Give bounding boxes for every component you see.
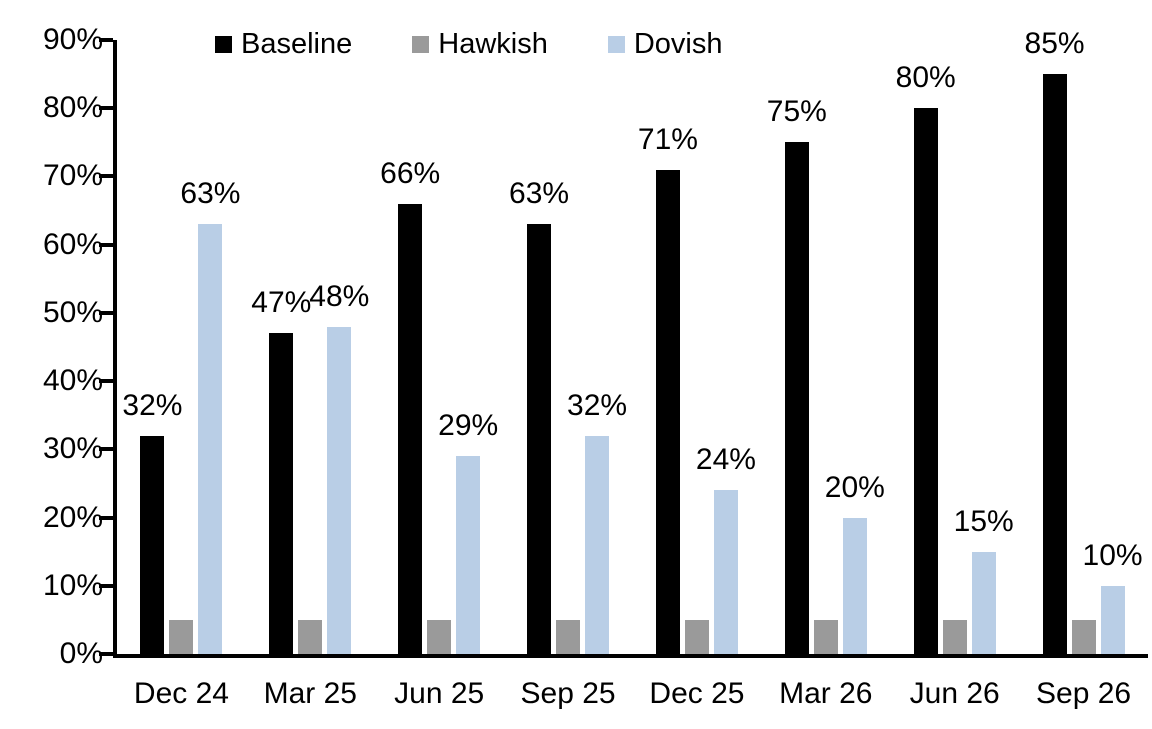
y-tick — [99, 38, 113, 42]
y-tick-label: 70% — [42, 159, 103, 193]
legend-item-baseline: Baseline — [215, 30, 352, 59]
bar-baseline-sep-25: 63% — [509, 179, 569, 654]
bar-dovish-jun-25: 29% — [438, 411, 498, 654]
bar-value-label: 75% — [766, 95, 827, 129]
y-tick-label: 90% — [42, 23, 103, 56]
y-tick — [99, 106, 113, 111]
bar-value-label: 80% — [895, 61, 956, 95]
legend-label: Baseline — [241, 28, 353, 60]
bar-group-dec-25: 71% 24% — [633, 40, 762, 654]
bar-group-sep-26: 85% 10% — [1019, 29, 1148, 654]
bar-hawkish-mar-26 — [813, 619, 838, 654]
bar-hawkish-mar-25 — [298, 619, 323, 654]
y-tick-label: 50% — [42, 295, 103, 329]
bar-dovish-mar-26: 20% — [825, 472, 885, 654]
y-axis-labels: 0% 10% 20% 30% 40% 50% 60% 70% 80% 90% — [0, 0, 103, 729]
y-tick-label: 20% — [42, 500, 103, 534]
bar-group-mar-26: 75% 20% — [761, 40, 890, 654]
bar-group-dec-24: 32% 63% — [117, 40, 246, 654]
bar-hawkish-dec-24 — [169, 619, 194, 654]
legend-item-dovish: Dovish — [607, 28, 723, 60]
y-tick — [99, 515, 113, 520]
bar-baseline-mar-26: 75% — [767, 97, 827, 654]
bar-dovish-mar-25: 48% — [309, 281, 369, 654]
x-category-label-jun-25: Jun 25 — [394, 677, 485, 710]
bar-baseline-sep-26: 85% — [1025, 29, 1085, 654]
bar-hawkish-sep-26 — [1071, 619, 1096, 654]
x-category-label-jun-26: Jun 26 — [909, 677, 1000, 710]
bar-value-label: 48% — [309, 279, 370, 313]
y-tick — [99, 310, 113, 315]
bar-group-jun-26: 80% 15% — [890, 40, 1019, 654]
y-tick — [99, 583, 113, 588]
y-tick-label: 40% — [42, 364, 103, 398]
x-category-label-sep-26: Sep 26 — [1036, 677, 1132, 710]
bar-group-mar-25: 47% 48% — [246, 40, 375, 654]
bar-value-label: 71% — [637, 122, 698, 156]
bar-group-jun-25: 66% 29% — [375, 40, 504, 654]
bar-value-label: 10% — [1082, 538, 1143, 572]
bar-hawkish-jun-26 — [942, 619, 967, 654]
bar-hawkish-jun-25 — [427, 619, 452, 654]
bar-value-label: 32% — [567, 388, 628, 422]
x-category-label-mar-26: Mar 26 — [779, 677, 873, 710]
y-tick-label: 80% — [42, 91, 103, 125]
bar-value-label: 20% — [824, 470, 885, 504]
bar-value-label: 47% — [251, 286, 312, 320]
bar-value-label: 24% — [695, 443, 756, 477]
x-category-label-dec-25: Dec 25 — [649, 677, 745, 710]
bar-hawkish-sep-25 — [556, 619, 581, 654]
bar-groups: 32% 63% 47% 48% 66% 29% 63% 32% 71% 24% 75% 20% 80% 1… — [117, 29, 1148, 654]
bar-value-label: 15% — [953, 504, 1014, 538]
y-tick — [99, 242, 113, 247]
y-tick — [99, 174, 113, 179]
bar-value-label: 32% — [122, 388, 183, 422]
bar-baseline-dec-25: 71% — [638, 124, 698, 654]
bar-dovish-dec-24: 63% — [180, 179, 240, 654]
bar-value-label: 63% — [180, 177, 241, 211]
bar-baseline-jun-26: 80% — [896, 63, 956, 654]
bar-hawkish-dec-25 — [684, 619, 709, 654]
bar-baseline-jun-25: 66% — [380, 158, 440, 654]
legend-label: Dovish — [633, 28, 723, 60]
bar-dovish-sep-26: 10% — [1083, 540, 1143, 654]
x-category-label-sep-25: Sep 25 — [520, 677, 616, 710]
legend-swatch-hawkish — [412, 36, 430, 53]
chart-legend: Baseline Hawkish Dovish — [215, 30, 723, 59]
legend-swatch-dovish — [607, 36, 625, 53]
y-tick — [99, 652, 113, 656]
y-tick — [99, 447, 113, 452]
x-category-label-dec-24: Dec 24 — [133, 677, 229, 710]
legend-swatch-baseline — [215, 36, 232, 53]
bar-group-sep-25: 63% 32% — [504, 40, 633, 654]
plot-area: 32% 63% 47% 48% 66% 29% 63% 32% 71% 24% 75% 20% 80% 1… — [99, 29, 1148, 658]
y-tick-label: 0% — [59, 637, 103, 670]
bar-value-label: 29% — [438, 409, 499, 443]
bar-value-label: 85% — [1024, 27, 1085, 61]
y-tick — [99, 379, 113, 384]
bar-baseline-mar-25: 47% — [251, 288, 311, 654]
bar-baseline-dec-24: 32% — [122, 390, 182, 654]
legend-label: Hawkish — [438, 28, 548, 60]
y-tick-label: 60% — [42, 227, 103, 261]
x-axis-labels: Dec 24 Mar 25 Jun 25 Sep 25 Dec 25 Mar 26 Jun … — [117, 676, 1148, 712]
bar-value-label: 63% — [509, 177, 570, 211]
bar-dovish-sep-25: 32% — [567, 390, 627, 654]
y-tick-label: 10% — [42, 568, 103, 602]
x-category-label-mar-25: Mar 25 — [263, 677, 357, 710]
bar-value-label: 66% — [380, 156, 441, 190]
y-tick-label: 30% — [42, 432, 103, 466]
bar-dovish-jun-26: 15% — [954, 506, 1014, 654]
bar-dovish-dec-25: 24% — [696, 445, 756, 654]
legend-item-hawkish: Hawkish — [412, 30, 548, 59]
